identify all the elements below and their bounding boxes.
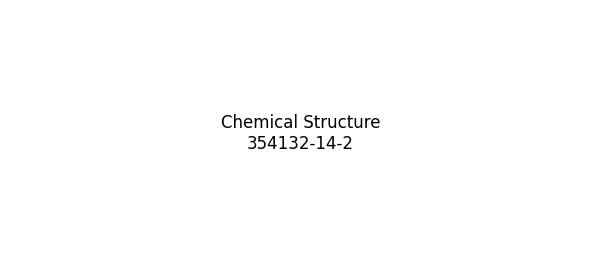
Text: Chemical Structure
354132-14-2: Chemical Structure 354132-14-2 <box>221 114 380 153</box>
